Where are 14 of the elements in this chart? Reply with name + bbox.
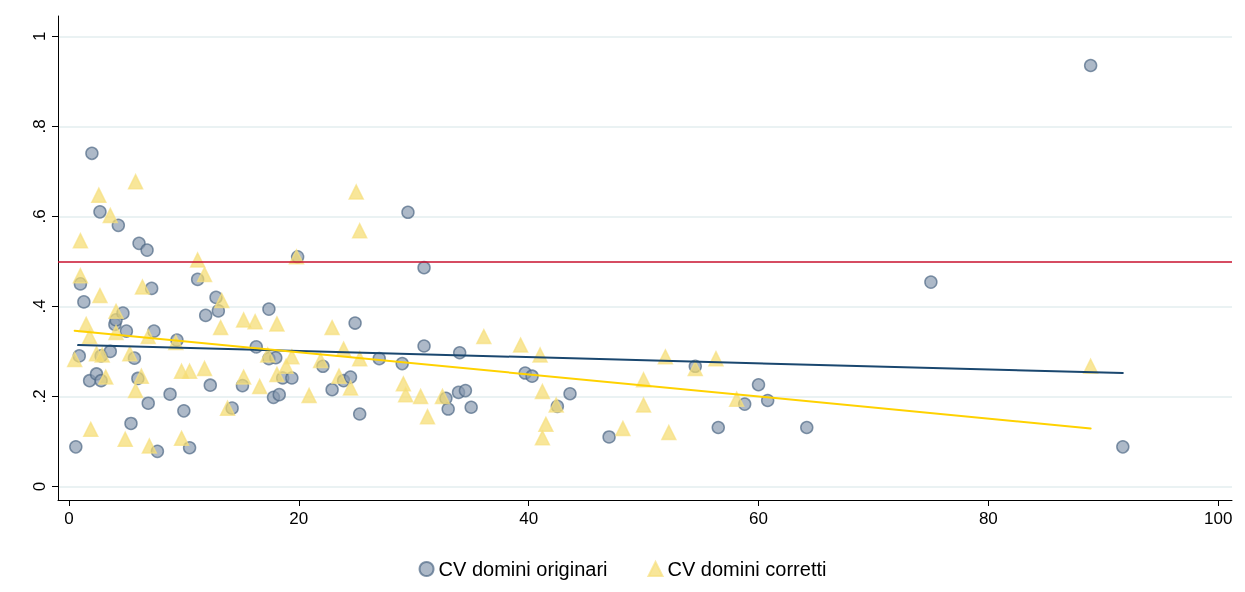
x-tick-label: 80 (978, 509, 998, 528)
y-tick-label: .4 (30, 299, 49, 314)
legend-label: CV domini originari (438, 558, 608, 580)
x-tick-label: 60 (749, 509, 768, 528)
y-tick-label: 0 (30, 481, 49, 492)
y-tick-label: .2 (30, 389, 49, 404)
x-tick-label: 100 (1204, 509, 1233, 528)
legend-label: CV domini corretti (667, 558, 827, 580)
y-tick-label: .8 (30, 119, 49, 134)
x-tick-label: 20 (289, 509, 309, 528)
x-tick-label: 40 (519, 509, 539, 528)
x-tick-label: 0 (64, 509, 74, 528)
y-tick-label: 1 (30, 31, 49, 41)
y-tick-label: .6 (30, 209, 49, 224)
